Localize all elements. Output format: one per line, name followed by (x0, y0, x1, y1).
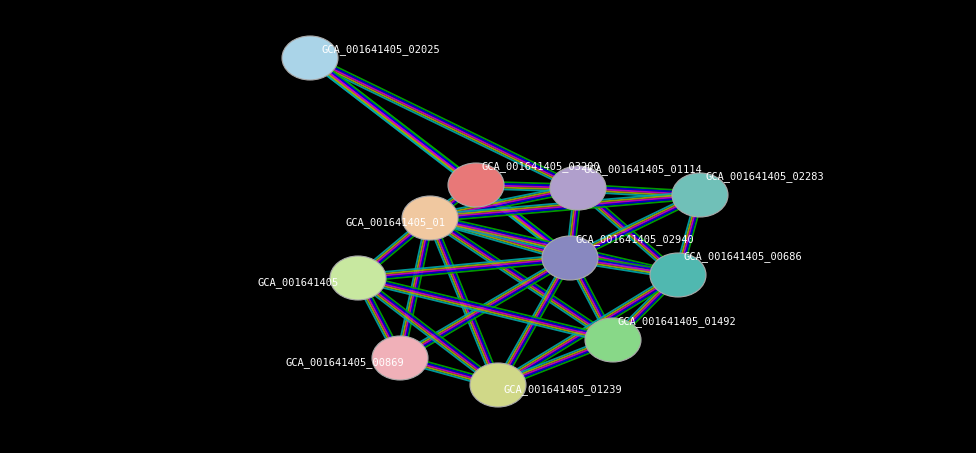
Text: GCA_001641405_03200: GCA_001641405_03200 (481, 162, 599, 173)
Text: GCA_001641405_02283: GCA_001641405_02283 (705, 172, 824, 183)
Text: GCA_001641405: GCA_001641405 (258, 278, 340, 289)
Ellipse shape (282, 36, 338, 80)
Ellipse shape (330, 256, 386, 300)
Text: GCA_001641405_02025: GCA_001641405_02025 (322, 44, 441, 55)
Ellipse shape (550, 166, 606, 210)
Text: GCA_001641405_01114: GCA_001641405_01114 (583, 164, 702, 175)
Ellipse shape (402, 196, 458, 240)
Ellipse shape (470, 363, 526, 407)
Text: GCA_001641405_01: GCA_001641405_01 (345, 217, 445, 228)
Ellipse shape (650, 253, 706, 297)
Text: GCA_001641405_02940: GCA_001641405_02940 (575, 235, 694, 246)
Ellipse shape (542, 236, 598, 280)
Ellipse shape (585, 318, 641, 362)
Ellipse shape (448, 163, 504, 207)
Text: GCA_001641405_00686: GCA_001641405_00686 (683, 251, 801, 262)
Text: GCA_001641405_01492: GCA_001641405_01492 (618, 317, 737, 328)
Text: GCA_001641405_01239: GCA_001641405_01239 (503, 385, 622, 395)
Text: GCA_001641405_00869: GCA_001641405_00869 (285, 357, 404, 368)
Ellipse shape (372, 336, 428, 380)
Ellipse shape (672, 173, 728, 217)
